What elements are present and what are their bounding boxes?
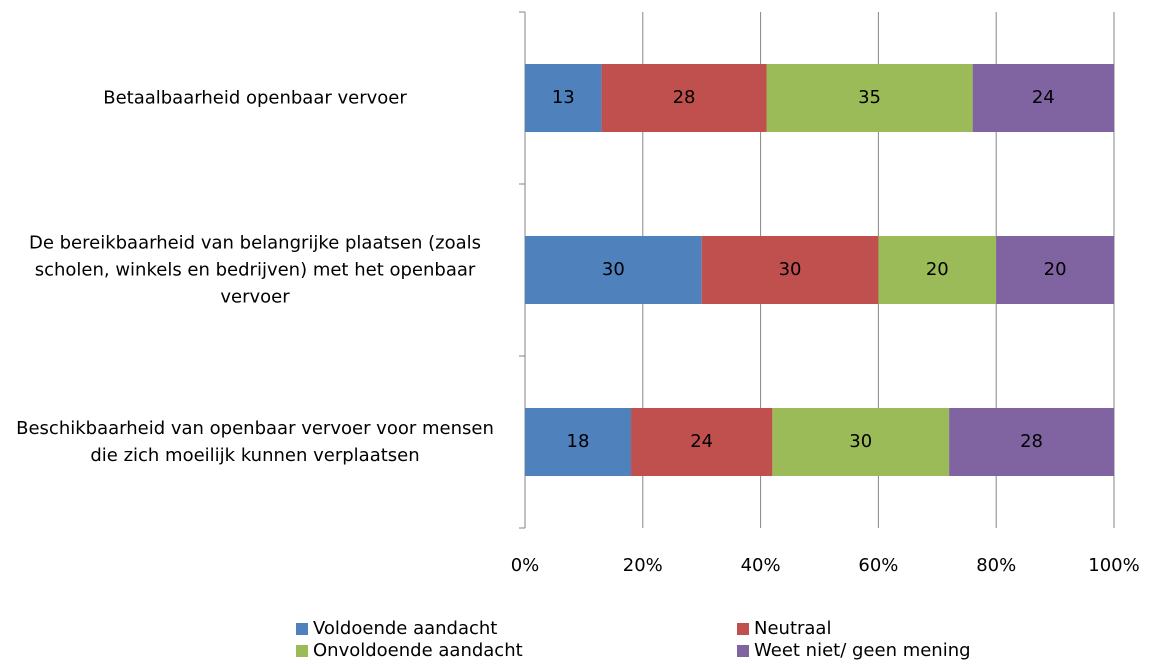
data-label: 30: [779, 259, 802, 280]
bar-segment: [996, 236, 1114, 304]
data-label: 18: [567, 431, 590, 452]
y-tick-label: Beschikbaarheid van openbaar vervoer voo…: [16, 418, 494, 466]
x-tick-label: 100%: [1088, 555, 1139, 576]
legend-swatch: [296, 623, 308, 635]
legend-label: Neutraal: [754, 618, 831, 639]
data-label: 28: [673, 87, 696, 108]
bar-segment: [525, 64, 602, 132]
x-tick-label: 80%: [976, 555, 1016, 576]
data-label: 13: [552, 87, 575, 108]
bar-segment: [631, 408, 773, 476]
x-tick-label: 0%: [511, 555, 540, 576]
x-tick-label: 60%: [858, 555, 898, 576]
bar-segment: [972, 64, 1114, 132]
y-tick-label: Betaalbaarheid openbaar vervoer: [103, 87, 407, 109]
bar-segment: [601, 64, 767, 132]
legend-label: Voldoende aandacht: [313, 618, 497, 639]
y-tick-label: De bereikbaarheid van belangrijke plaats…: [28, 232, 482, 308]
legend-swatch: [737, 645, 749, 657]
data-label: 35: [858, 87, 881, 108]
legend-swatch: [296, 645, 308, 657]
legend-label: Onvoldoende aandacht: [313, 640, 523, 661]
bar-segment: [772, 408, 950, 476]
bar-segment: [949, 408, 1114, 476]
data-label: 30: [849, 431, 872, 452]
x-tick-label: 40%: [741, 555, 781, 576]
bar-segment: [525, 236, 702, 304]
data-label: 28: [1020, 431, 1043, 452]
legend-label: Weet niet/ geen mening: [754, 640, 971, 661]
legend-swatch: [737, 623, 749, 635]
x-tick-label: 20%: [623, 555, 663, 576]
bar-segment: [525, 408, 632, 476]
bar-segment: [878, 236, 997, 304]
bar-segment: [766, 64, 973, 132]
data-label: 20: [926, 259, 949, 280]
data-label: 20: [1044, 259, 1067, 280]
data-label: 30: [602, 259, 625, 280]
bar-segment: [701, 236, 879, 304]
data-label: 24: [1032, 87, 1055, 108]
data-label: 24: [690, 431, 713, 452]
